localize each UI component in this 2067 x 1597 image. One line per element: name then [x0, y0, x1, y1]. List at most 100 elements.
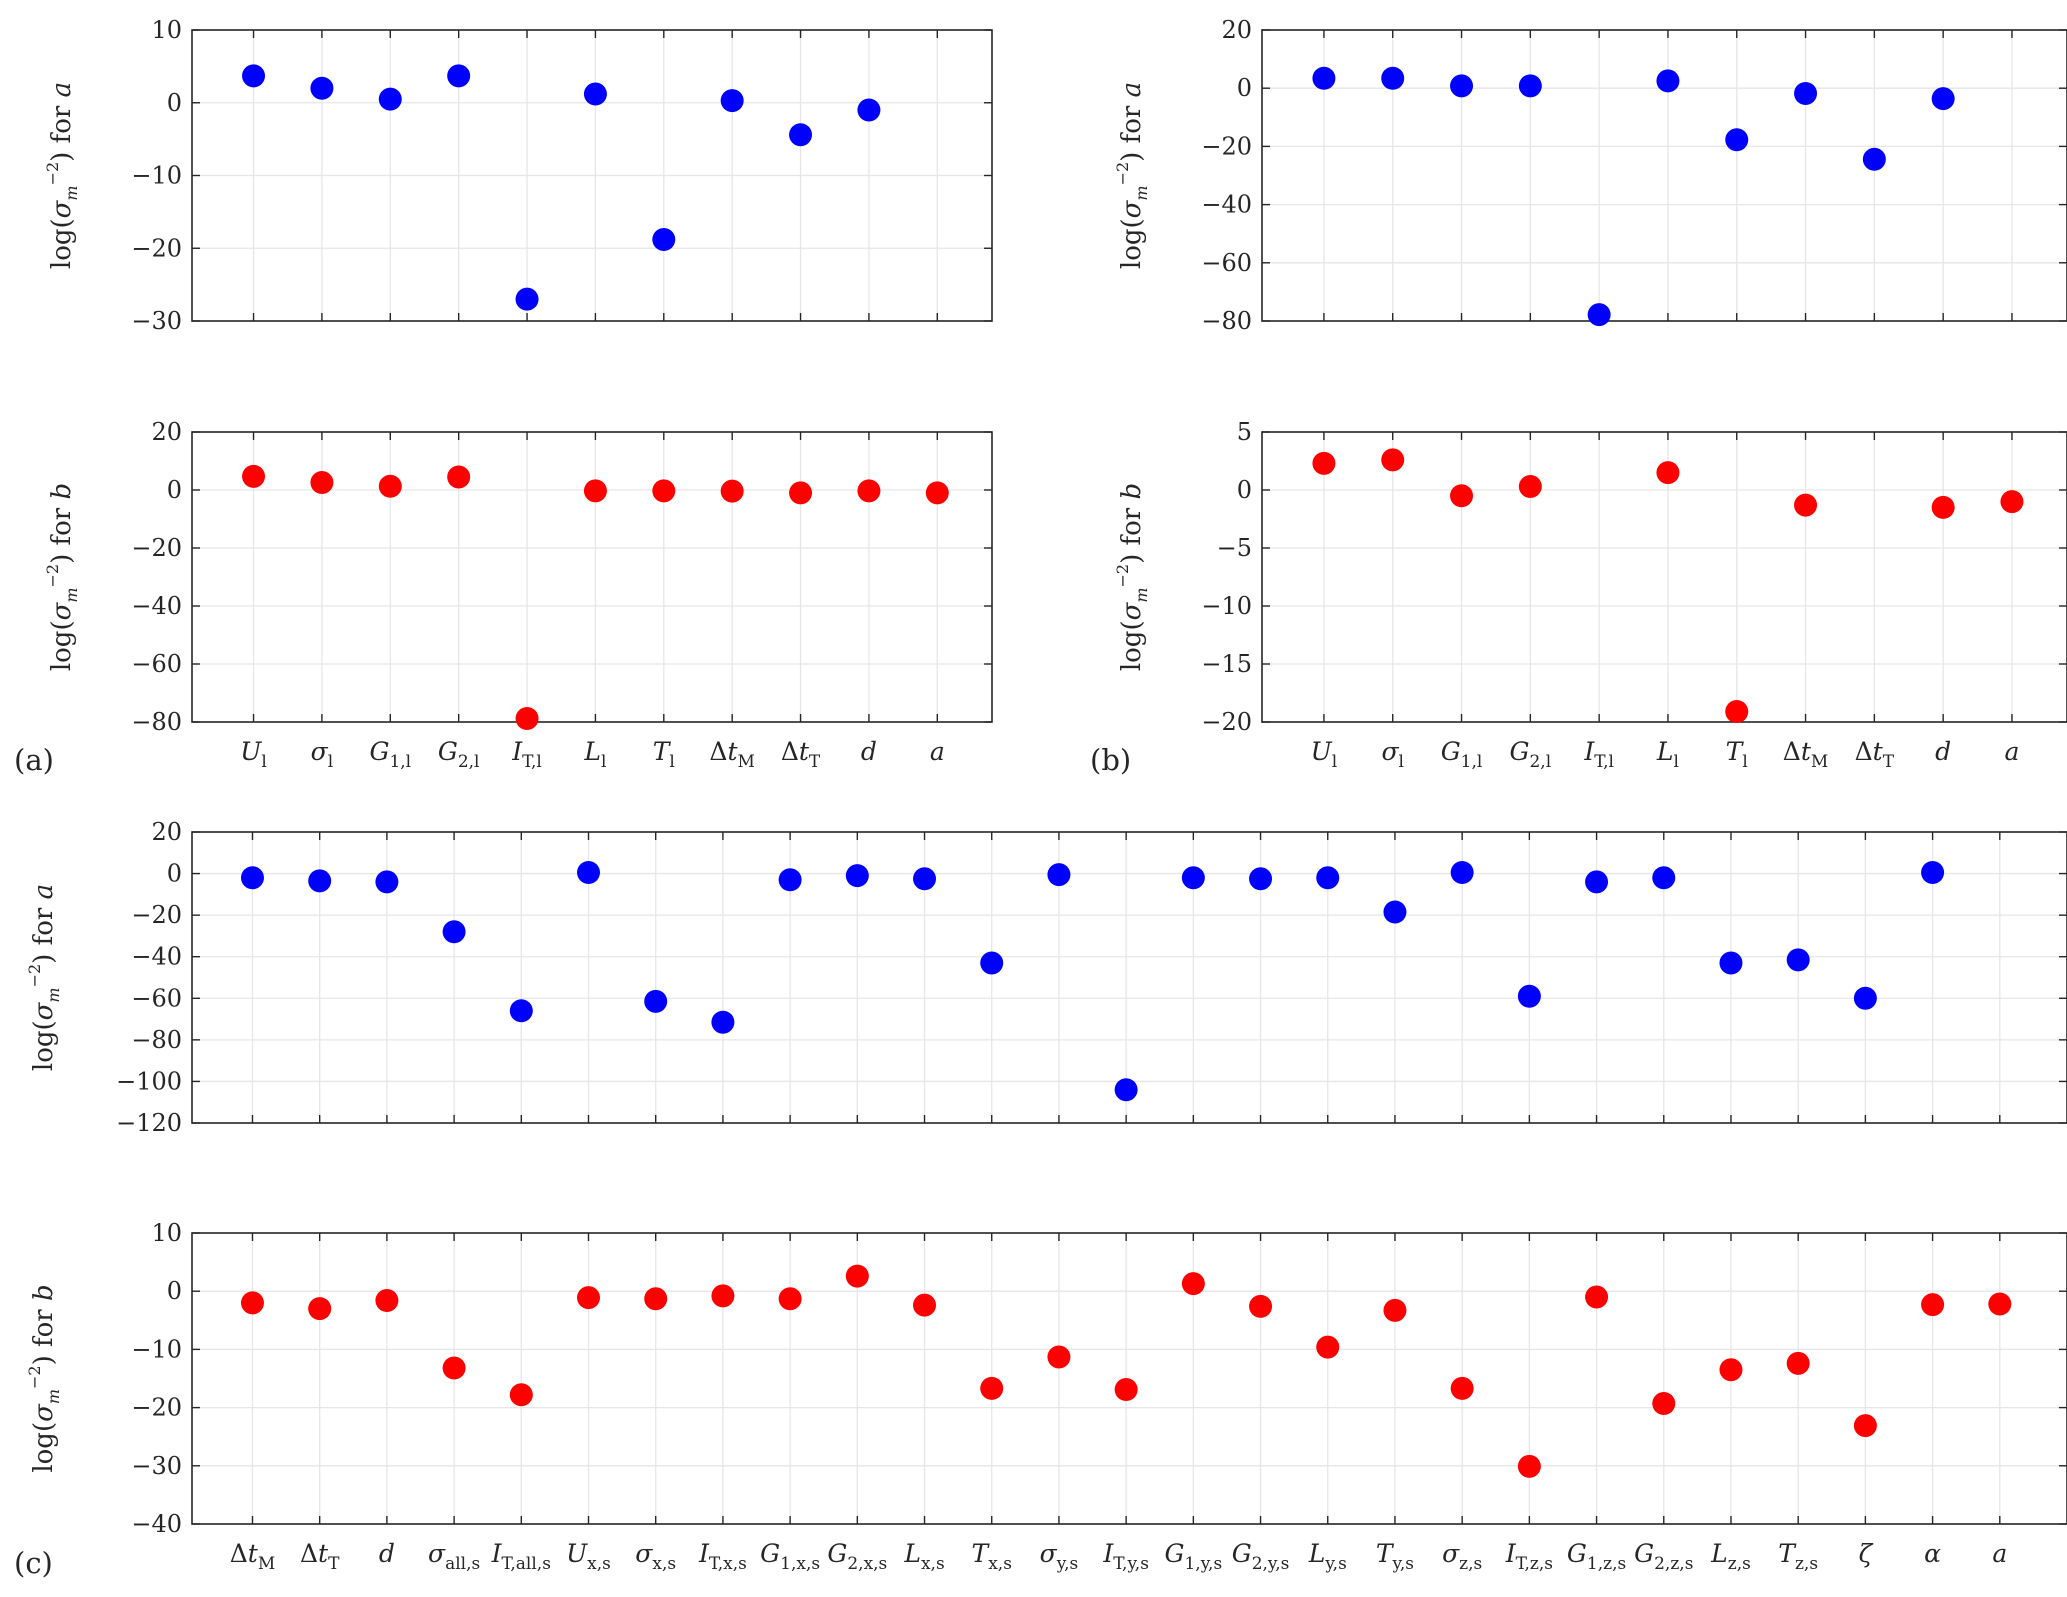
- plot-frame: [1261, 431, 2067, 723]
- data-point: [1450, 74, 1474, 98]
- y-axis-label: log(σm−2) for b: [43, 483, 81, 671]
- data-point: [308, 1297, 332, 1321]
- x-tick-label: σall,s: [428, 1539, 480, 1574]
- data-point: [378, 474, 402, 498]
- x-tick-label: Tx,s: [972, 1539, 1012, 1574]
- x-tick-label: a: [2005, 737, 2020, 766]
- data-point: [1383, 1298, 1407, 1322]
- data-point: [711, 1010, 735, 1034]
- data-point: [1786, 948, 1810, 972]
- data-point: [644, 1287, 668, 1311]
- x-tick-label: G2,l: [1510, 737, 1552, 772]
- data-point: [378, 87, 402, 111]
- x-tick-label: Tz,s: [1778, 1539, 1818, 1574]
- y-tick-label: −80: [1201, 307, 1252, 335]
- data-point: [2000, 490, 2024, 514]
- x-tick-label: σx,s: [635, 1539, 676, 1574]
- data-point: [375, 1289, 399, 1313]
- data-point: [789, 481, 813, 505]
- x-tick-label: G1,z,s: [1567, 1539, 1626, 1574]
- y-tick-label: −10: [1201, 592, 1252, 620]
- data-point: [778, 1287, 802, 1311]
- x-tick-label: IT,l: [1583, 737, 1614, 772]
- data-point: [1725, 700, 1749, 724]
- data-point: [308, 869, 332, 893]
- data-point: [509, 999, 533, 1023]
- data-point: [1652, 866, 1676, 890]
- data-point: [778, 868, 802, 892]
- y-tick-label: −10: [131, 162, 182, 190]
- x-tick-label: ζ: [1859, 1539, 1874, 1568]
- x-tick-label: IT,all,s: [491, 1539, 551, 1574]
- x-tick-label: d: [861, 737, 877, 766]
- x-tick-label: IT,x,s: [698, 1539, 747, 1574]
- data-point: [1181, 866, 1205, 890]
- y-tick-label: 0: [167, 476, 182, 504]
- data-point: [1585, 1285, 1609, 1309]
- data-point: [980, 1376, 1004, 1400]
- data-point: [1316, 1335, 1340, 1359]
- data-point: [583, 479, 607, 503]
- plot-frame: [191, 1232, 2067, 1525]
- y-tick-label: −10: [131, 1335, 182, 1363]
- x-tick-label: Lx,s: [903, 1539, 944, 1574]
- data-point: [1047, 1345, 1071, 1369]
- data-point: [1921, 861, 1945, 885]
- data-point: [1862, 147, 1886, 171]
- data-point: [1656, 461, 1680, 485]
- plot-frame: [1261, 29, 2067, 322]
- data-point: [1450, 1376, 1474, 1400]
- data-point: [1931, 495, 1955, 519]
- data-point: [1794, 493, 1818, 517]
- data-point: [375, 870, 399, 894]
- data-point: [447, 465, 471, 489]
- x-tick-label: d: [1935, 737, 1951, 766]
- data-point: [1719, 1358, 1743, 1382]
- chart-2: −80 −60 −40 −20 0 20 Ul σl G1,l G2,l IT,l Ll Tl ΔtM Δt…: [43, 418, 993, 772]
- data-point: [1786, 1351, 1810, 1375]
- panel-label-b: (b): [1090, 743, 1131, 777]
- data-point: [442, 1356, 466, 1380]
- x-tick-label: a: [930, 737, 945, 766]
- data-point: [1114, 1378, 1138, 1402]
- y-tick-label: −20: [131, 901, 182, 929]
- y-tick-label: 20: [151, 818, 182, 846]
- y-tick-label: 0: [167, 89, 182, 117]
- chart-6: −40 −30 −20 −10 0 10 ΔtM ΔtT d σall,s IT,all,s Ux,s…: [25, 1219, 2067, 1574]
- data-point: [583, 82, 607, 106]
- y-tick-label: 5: [1237, 418, 1252, 446]
- y-tick-label: −20: [131, 1394, 182, 1422]
- data-point: [515, 707, 539, 731]
- y-tick-label: 10: [151, 1219, 182, 1247]
- data-point: [980, 951, 1004, 975]
- data-point: [1518, 475, 1542, 499]
- x-tick-label: G2,y,s: [1232, 1539, 1290, 1574]
- chart-5: −120 −100 −80 −60 −40 −20 0 20 log(σm−2) for a: [25, 818, 2067, 1137]
- data-point: [789, 123, 813, 147]
- y-axis-label: log(σm−2) for b: [1113, 483, 1151, 671]
- x-tick-label: Tl: [653, 737, 675, 772]
- data-point: [913, 1293, 937, 1317]
- plot-frame: [191, 831, 2067, 1124]
- data-point: [644, 989, 668, 1013]
- x-tick-label: α: [1924, 1539, 1941, 1568]
- data-point: [1656, 69, 1680, 93]
- data-point: [1725, 128, 1749, 152]
- y-tick-label: −20: [1201, 132, 1252, 160]
- x-tick-label: ΔtM: [230, 1539, 276, 1574]
- data-point: [1312, 451, 1336, 475]
- y-tick-label: −60: [131, 650, 182, 678]
- data-point: [720, 479, 744, 503]
- y-tick-label: −30: [131, 1452, 182, 1480]
- y-tick-label: −80: [131, 1026, 182, 1054]
- data-point: [652, 228, 676, 252]
- y-axis-label: log(σm−2) for a: [25, 884, 63, 1071]
- chart-1: −30 −20 −10 0 10 log(σm−2) for a: [43, 16, 993, 335]
- data-point: [1114, 1078, 1138, 1102]
- chart-4: −20 −15 −10 −5 0 5 Ul σl G1,l G2,l IT,l Ll Tl ΔtM ΔtT d…: [1113, 418, 2067, 772]
- data-point: [1921, 1293, 1945, 1317]
- x-tick-label: Tl: [1726, 737, 1748, 772]
- data-point: [652, 479, 676, 503]
- x-tick-label: Ux,s: [566, 1539, 611, 1574]
